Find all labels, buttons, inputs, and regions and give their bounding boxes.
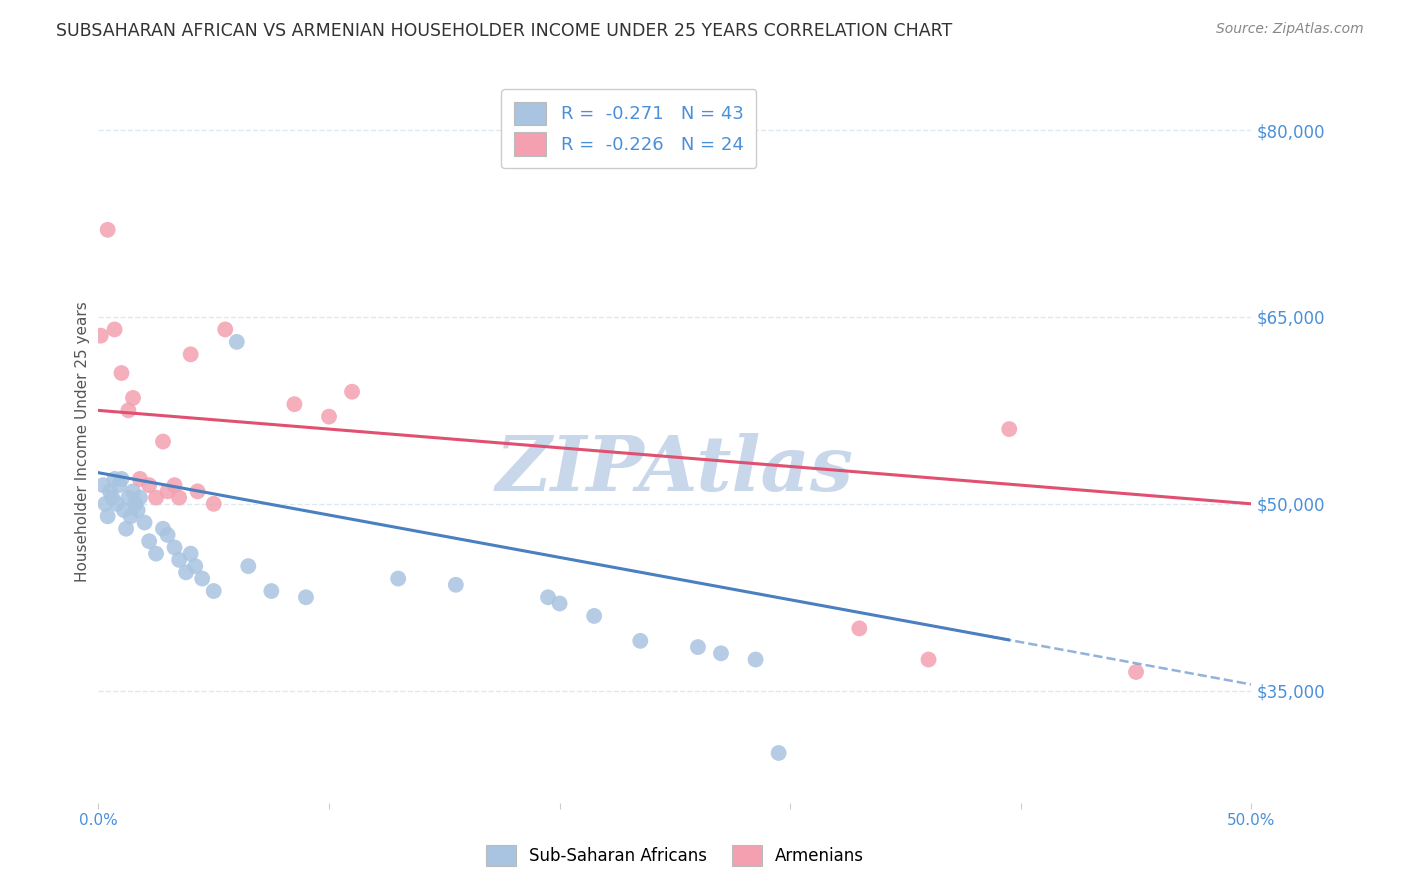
Point: [98, 484, 121, 499]
Point: [110, 366, 132, 380]
Point: [103, 472, 125, 486]
Text: Source: ZipAtlas.com: Source: ZipAtlas.com: [1216, 22, 1364, 37]
Point: [548, 597, 571, 611]
Point: [848, 621, 870, 635]
Point: [686, 640, 709, 654]
Point: [117, 403, 139, 417]
Point: [115, 522, 138, 536]
Point: [191, 572, 214, 586]
Point: [145, 491, 167, 505]
Point: [318, 409, 340, 424]
Point: [387, 572, 409, 586]
Point: [537, 591, 560, 605]
Point: [97, 509, 120, 524]
Point: [101, 491, 124, 505]
Point: [156, 528, 179, 542]
Point: [628, 633, 651, 648]
Point: [295, 591, 318, 605]
Point: [122, 484, 145, 499]
Legend: R =  -0.271   N = 43, R =  -0.226   N = 24: R = -0.271 N = 43, R = -0.226 N = 24: [501, 89, 756, 169]
Point: [145, 547, 167, 561]
Point: [117, 491, 139, 505]
Point: [152, 434, 174, 449]
Point: [138, 534, 160, 549]
Point: [214, 322, 236, 336]
Point: [744, 652, 766, 666]
Point: [127, 503, 149, 517]
Point: [225, 334, 247, 349]
Text: ZIPAtlas: ZIPAtlas: [496, 434, 853, 508]
Point: [134, 516, 156, 530]
Point: [156, 484, 179, 499]
Point: [444, 578, 467, 592]
Point: [103, 322, 125, 336]
Point: [998, 422, 1021, 436]
Point: [94, 497, 117, 511]
Point: [124, 497, 146, 511]
Point: [129, 491, 152, 505]
Point: [105, 497, 128, 511]
Text: SUBSAHARAN AFRICAN VS ARMENIAN HOUSEHOLDER INCOME UNDER 25 YEARS CORRELATION CHA: SUBSAHARAN AFRICAN VS ARMENIAN HOUSEHOLD…: [56, 22, 952, 40]
Point: [90, 328, 112, 343]
Point: [163, 541, 186, 555]
Point: [768, 746, 790, 760]
Point: [283, 397, 305, 411]
Point: [167, 553, 190, 567]
Point: [710, 646, 733, 660]
Point: [163, 478, 186, 492]
Point: [202, 584, 225, 599]
Point: [108, 478, 131, 492]
Point: [180, 347, 202, 361]
Point: [138, 478, 160, 492]
Point: [112, 503, 135, 517]
Point: [152, 522, 174, 536]
Point: [187, 484, 209, 499]
Point: [260, 584, 283, 599]
Point: [120, 509, 142, 524]
Point: [583, 609, 606, 624]
Point: [129, 472, 152, 486]
Y-axis label: Householder Income Under 25 years: Householder Income Under 25 years: [75, 301, 90, 582]
Point: [202, 497, 225, 511]
Point: [91, 478, 114, 492]
Point: [184, 559, 207, 574]
Point: [110, 472, 132, 486]
Point: [340, 384, 363, 399]
Point: [238, 559, 260, 574]
Point: [1125, 665, 1147, 679]
Legend: Sub-Saharan Africans, Armenians: Sub-Saharan Africans, Armenians: [477, 837, 873, 875]
Point: [97, 223, 120, 237]
Point: [917, 652, 939, 666]
Point: [167, 491, 190, 505]
Point: [180, 547, 202, 561]
Point: [122, 391, 145, 405]
Point: [174, 566, 197, 580]
